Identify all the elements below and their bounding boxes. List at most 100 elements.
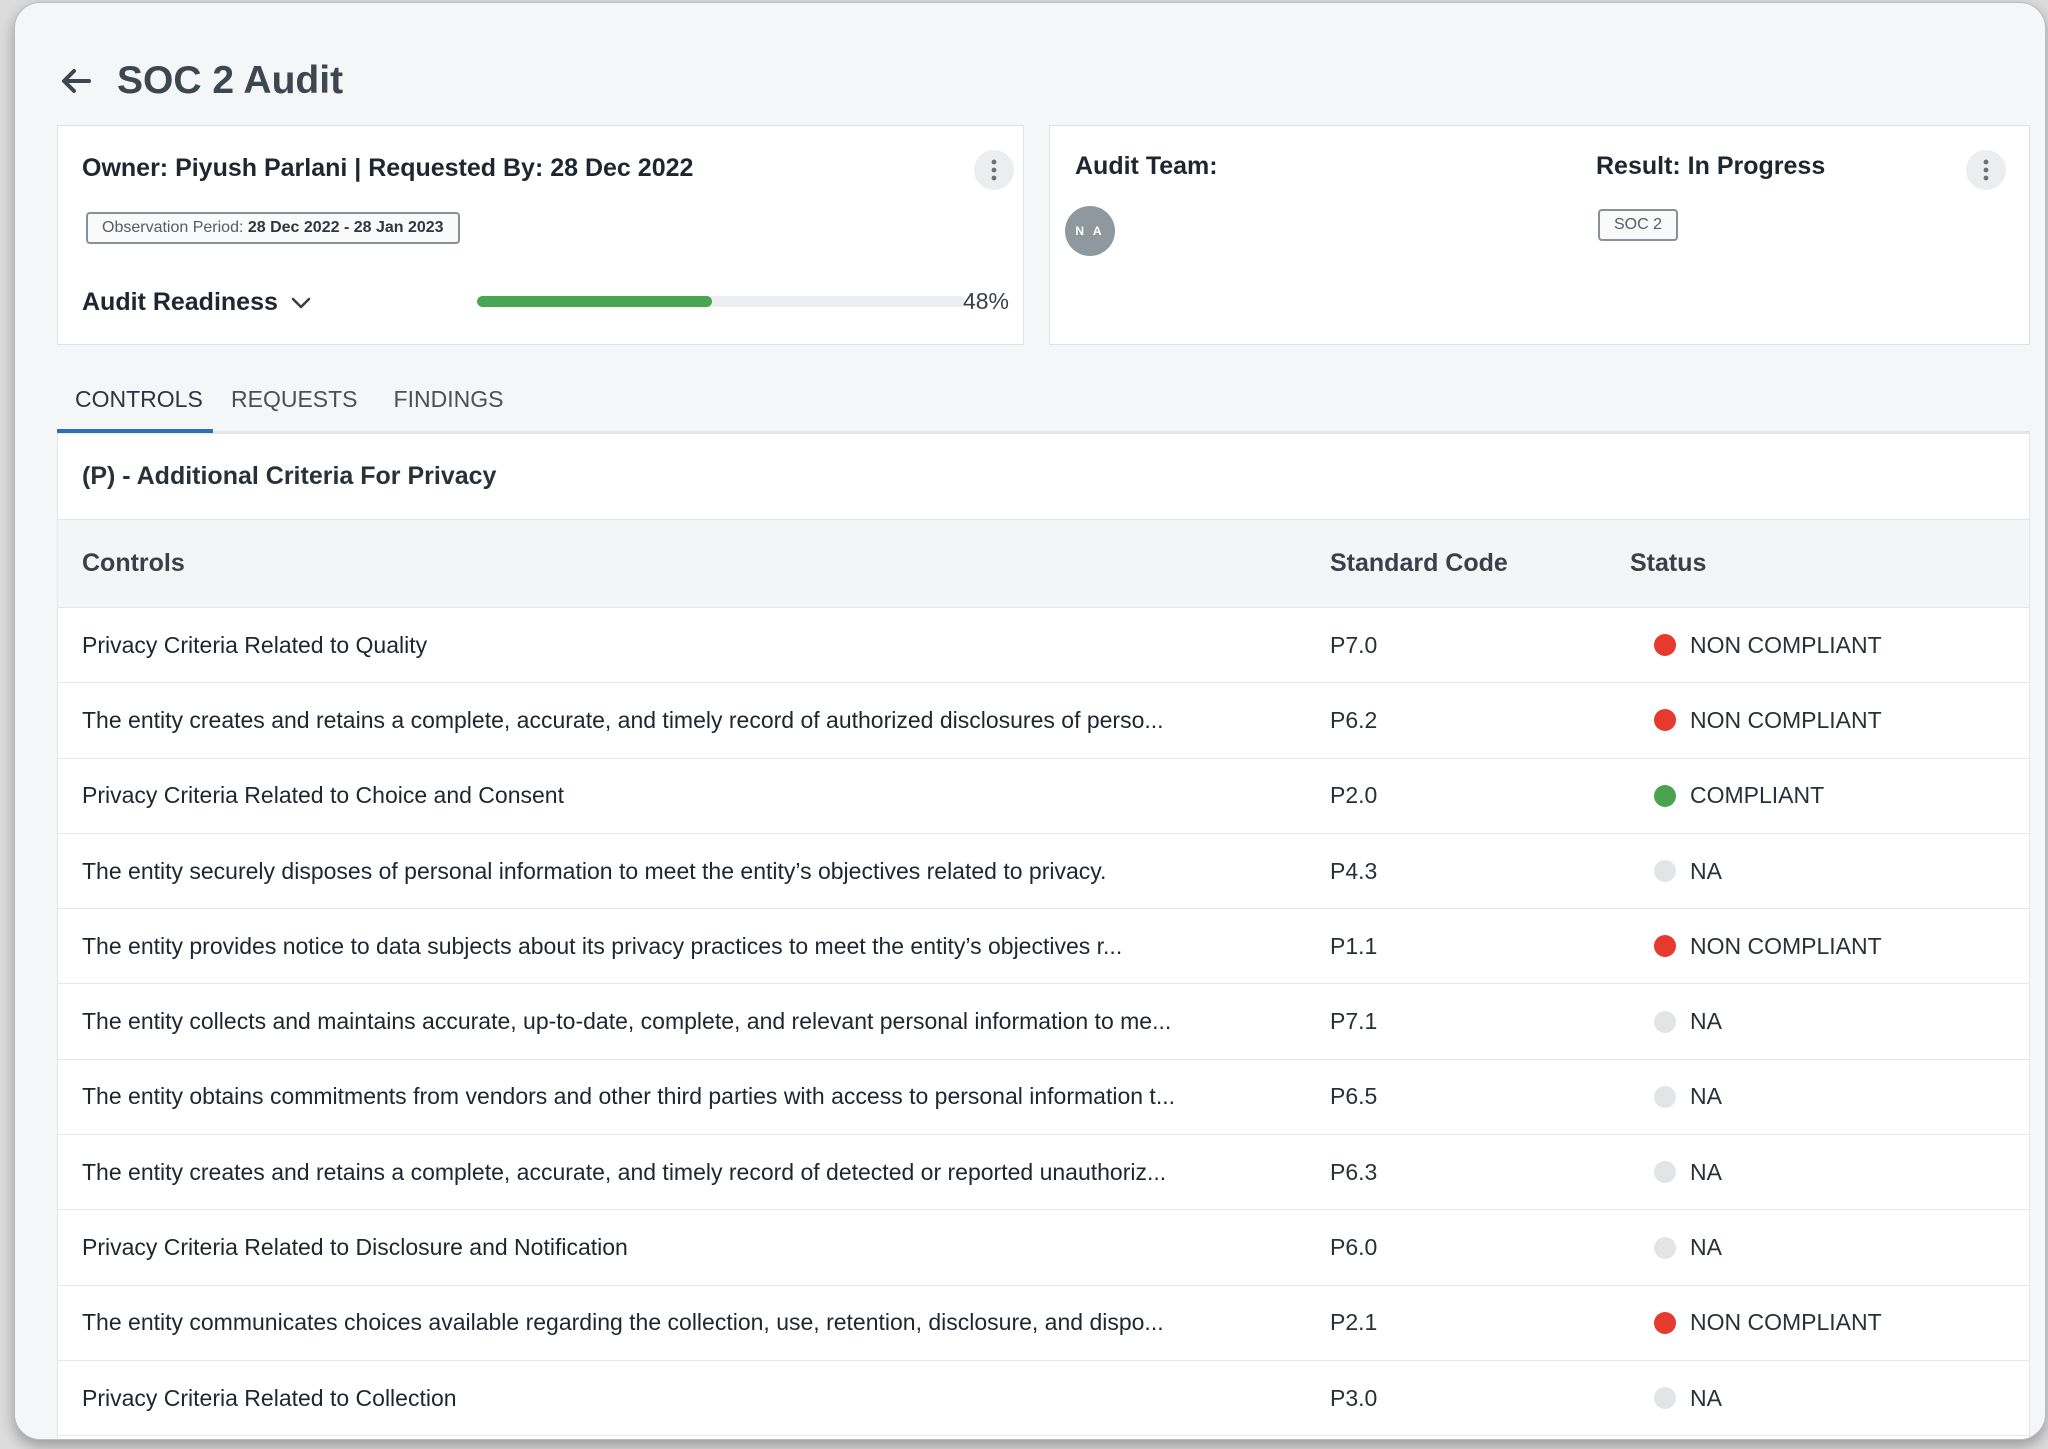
- standard-code: P6.0: [1330, 1234, 1378, 1261]
- column-header-status[interactable]: Status: [1630, 549, 1707, 577]
- status-badge: NON COMPLIANT: [1690, 1309, 1882, 1336]
- table-row[interactable]: The entity securely disposes of personal…: [58, 834, 2029, 910]
- avatar[interactable]: N A: [1065, 206, 1115, 256]
- standard-code: P7.1: [1330, 1008, 1378, 1035]
- status-cell: NA: [1630, 858, 2029, 885]
- control-name: The entity obtains commitments from vend…: [82, 1083, 1175, 1110]
- control-name: Privacy Criteria Related to Collection: [82, 1384, 457, 1411]
- audit-summary-card: Owner: Piyush Parlani | Requested By: 28…: [57, 125, 1024, 345]
- audit-team-card: Audit Team: N A Result: In Progress SOC …: [1049, 125, 2030, 345]
- page-title: SOC 2 Audit: [117, 59, 344, 102]
- table-row[interactable]: Privacy Criteria Related to Quality P7.0 N…: [58, 608, 2029, 684]
- controls-panel: (P) - Additional Criteria For Privacy Co…: [57, 433, 2030, 1439]
- observation-period-label: Observation Period:: [102, 219, 244, 236]
- status-dot-icon: [1654, 709, 1676, 732]
- status-badge: COMPLIANT: [1690, 782, 1825, 809]
- status-cell: NON COMPLIANT: [1630, 1309, 2029, 1336]
- chevron-down-icon: [291, 297, 311, 308]
- status-dot-icon: [1654, 1010, 1676, 1033]
- arrow-left-icon[interactable]: [57, 62, 95, 100]
- status-badge: NON COMPLIANT: [1690, 631, 1882, 658]
- status-dot-icon: [1654, 784, 1676, 807]
- framework-badge: SOC 2: [1598, 209, 1679, 241]
- owner-requested-line: Owner: Piyush Parlani | Requested By: 28…: [82, 154, 694, 182]
- control-name: Privacy Criteria Related to Disclosure a…: [82, 1234, 628, 1261]
- standard-code: P3.0: [1330, 1384, 1378, 1411]
- standard-code: P6.3: [1330, 1158, 1378, 1185]
- status-badge: NA: [1690, 1234, 1722, 1261]
- tab-findings[interactable]: FINDINGS: [393, 385, 504, 412]
- status-badge: NA: [1690, 1158, 1722, 1185]
- column-header-standard-code[interactable]: Standard Code: [1330, 549, 1508, 577]
- standard-code: P2.1: [1330, 1309, 1378, 1336]
- table-row[interactable]: The entity creates and retains a complet…: [58, 683, 2029, 759]
- control-name: The entity provides notice to data subje…: [82, 932, 1123, 959]
- control-name: Privacy Criteria Related to Quality: [82, 631, 428, 658]
- standard-code: P1.1: [1330, 932, 1378, 959]
- tab-controls[interactable]: CONTROLS: [57, 367, 213, 433]
- audit-readiness-label: Audit Readiness: [82, 288, 278, 316]
- status-badge: NON COMPLIANT: [1690, 706, 1882, 733]
- standard-code: P6.2: [1330, 706, 1378, 733]
- audit-readiness-dropdown[interactable]: Audit Readiness: [82, 288, 312, 317]
- status-dot-icon: [1654, 1161, 1676, 1184]
- status-cell: NA: [1630, 1159, 2029, 1186]
- kebab-menu-icon: [1983, 159, 1989, 181]
- audit-team-label: Audit Team:: [1075, 152, 1218, 180]
- page-header: SOC 2 Audit: [57, 53, 343, 109]
- control-name: The entity creates and retains a complet…: [82, 706, 1164, 733]
- audit-readiness-percent: 48%: [962, 288, 1009, 314]
- tab-requests[interactable]: REQUESTS: [231, 385, 358, 412]
- section-title: (P) - Additional Criteria For Privacy: [58, 434, 2029, 520]
- summary-menu-button[interactable]: [974, 150, 1014, 190]
- control-name: Privacy Criteria Related to Choice and C…: [82, 782, 564, 809]
- status-dot-icon: [1654, 860, 1676, 883]
- status-cell: NA: [1630, 1008, 2029, 1035]
- table-row[interactable]: Privacy Criteria Related to Disclosure a…: [58, 1210, 2029, 1286]
- status-dot-icon: [1654, 935, 1676, 958]
- observation-period-badge: Observation Period: 28 Dec 2022 - 28 Jan…: [86, 212, 460, 244]
- column-header-controls[interactable]: Controls: [82, 549, 185, 577]
- tab-bar: CONTROLS REQUESTS FINDINGS: [57, 367, 2030, 433]
- status-dot-icon: [1654, 1085, 1676, 1108]
- status-dot-icon: [1654, 634, 1676, 657]
- control-name: The entity creates and retains a complet…: [82, 1158, 1167, 1185]
- control-name: The entity securely disposes of personal…: [82, 857, 1107, 884]
- status-cell: NA: [1630, 1234, 2029, 1261]
- table-row[interactable]: Privacy Criteria Related to Collection P3…: [58, 1361, 2029, 1437]
- control-name: The entity collects and maintains accura…: [82, 1008, 1172, 1035]
- status-dot-icon: [1654, 1387, 1676, 1410]
- control-name: The entity communicates choices availabl…: [82, 1309, 1164, 1336]
- status-cell: NA: [1630, 1385, 2029, 1412]
- status-cell: NON COMPLIANT: [1630, 632, 2029, 659]
- status-cell: NON COMPLIANT: [1630, 707, 2029, 734]
- app-window: SOC 2 Audit Owner: Piyush Parlani | Requ…: [14, 2, 2046, 1440]
- standard-code: P7.0: [1330, 631, 1378, 658]
- status-badge: NA: [1690, 1083, 1722, 1110]
- status-dot-icon: [1654, 1236, 1676, 1259]
- controls-table-body: Privacy Criteria Related to Quality P7.0 N…: [58, 608, 2029, 1437]
- table-row[interactable]: The entity provides notice to data subje…: [58, 909, 2029, 985]
- table-row[interactable]: The entity communicates choices availabl…: [58, 1286, 2029, 1361]
- team-menu-button[interactable]: [1966, 150, 2006, 190]
- status-cell: NA: [1630, 1083, 2029, 1110]
- standard-code: P4.3: [1330, 857, 1378, 884]
- table-row[interactable]: The entity obtains commitments from vend…: [58, 1060, 2029, 1136]
- audit-readiness-progress: [477, 296, 966, 307]
- table-header: Controls Standard Code Status: [58, 520, 2029, 608]
- standard-code: P6.5: [1330, 1083, 1378, 1110]
- status-cell: COMPLIANT: [1630, 782, 2029, 809]
- standard-code: P2.0: [1330, 782, 1378, 809]
- status-badge: NON COMPLIANT: [1690, 932, 1882, 959]
- table-row[interactable]: The entity creates and retains a complet…: [58, 1135, 2029, 1211]
- status-badge: NA: [1690, 1008, 1722, 1035]
- status-badge: NA: [1690, 1384, 1722, 1411]
- observation-period-value: 28 Dec 2022 - 28 Jan 2023: [247, 219, 444, 236]
- status-dot-icon: [1654, 1311, 1676, 1334]
- audit-readiness-progress-fill: [477, 296, 712, 307]
- result-status: Result: In Progress: [1596, 152, 1826, 180]
- table-row[interactable]: Privacy Criteria Related to Choice and C…: [58, 759, 2029, 834]
- table-row[interactable]: The entity collects and maintains accura…: [58, 984, 2029, 1060]
- status-badge: NA: [1690, 857, 1722, 884]
- kebab-menu-icon: [991, 159, 997, 181]
